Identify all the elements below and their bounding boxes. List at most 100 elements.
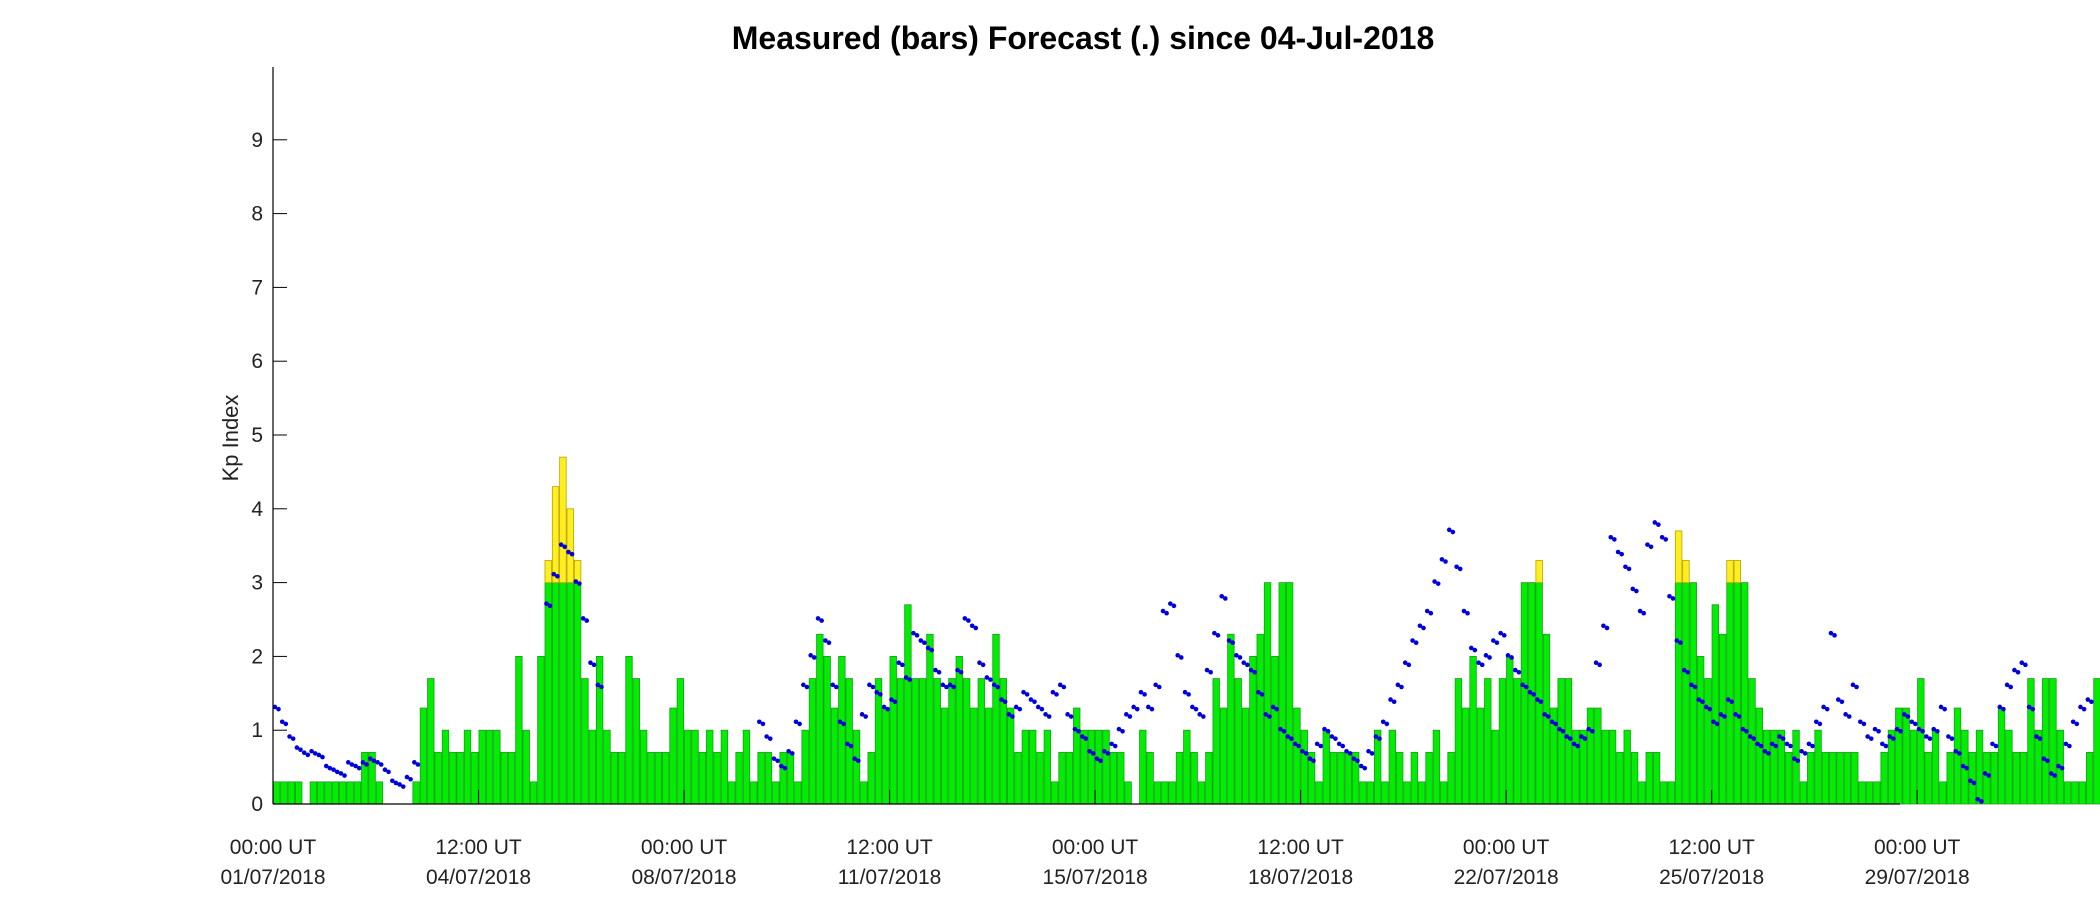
forecast-point — [1711, 719, 1716, 725]
forecast-point — [1160, 608, 1166, 614]
forecast-point — [1278, 726, 1283, 732]
forecast-point — [2056, 763, 2061, 769]
forecast-point — [1388, 697, 1393, 702]
forecast-point — [331, 767, 336, 773]
measured-bar — [1873, 781, 1881, 805]
forecast-point — [1120, 728, 1125, 734]
forecast-point — [1226, 638, 1232, 643]
measured-bar — [1741, 582, 1749, 805]
forecast-point — [1065, 712, 1070, 717]
measured-bar — [816, 633, 824, 805]
forecast-point — [1076, 728, 1081, 734]
forecast-point — [1461, 608, 1467, 614]
forecast-point — [1351, 756, 1357, 761]
measured-bar — [794, 781, 802, 805]
measured-bar — [412, 781, 420, 805]
measured-bar — [2063, 781, 2072, 805]
measured-bar — [617, 751, 626, 805]
measured-bar — [1205, 751, 1213, 805]
forecast-point — [316, 752, 322, 758]
forecast-point — [1061, 684, 1067, 690]
forecast-point — [1050, 689, 1056, 695]
forecast-point — [1241, 660, 1247, 665]
forecast-point — [1325, 728, 1331, 734]
forecast-point — [1736, 714, 1742, 719]
measured-bar — [1139, 729, 1147, 805]
measured-bar-storm — [551, 486, 560, 584]
forecast-point — [914, 633, 920, 638]
measured-bar — [1564, 678, 1573, 805]
forecast-point — [2008, 684, 2014, 690]
forecast-point — [1861, 721, 1867, 727]
measured-bar — [1498, 678, 1507, 805]
measured-bar — [1572, 729, 1580, 805]
forecast-point — [569, 551, 575, 557]
forecast-point — [1784, 741, 1790, 747]
forecast-point — [1637, 608, 1643, 614]
forecast-point — [2001, 706, 2006, 712]
measured-bar — [970, 707, 978, 805]
forecast-point — [1021, 689, 1026, 695]
measured-bar — [1219, 707, 1228, 805]
forecast-point — [294, 745, 300, 750]
measured-bar — [2049, 678, 2057, 805]
measured-bar — [1895, 707, 1903, 805]
forecast-point — [1043, 712, 1048, 717]
forecast-point — [1608, 534, 1614, 540]
forecast-point — [1880, 741, 1885, 747]
y-tick-label: 8 — [251, 203, 263, 226]
forecast-point — [371, 758, 377, 764]
forecast-point — [1590, 728, 1595, 734]
forecast-point — [1931, 726, 1937, 732]
measured-bar — [904, 604, 912, 805]
forecast-point — [1281, 728, 1287, 734]
forecast-point — [1990, 741, 1995, 747]
forecast-point — [1476, 660, 1481, 665]
forecast-point — [1245, 662, 1250, 668]
forecast-point — [1769, 741, 1775, 747]
measured-bar — [830, 707, 839, 805]
forecast-point — [400, 784, 406, 789]
measured-bar — [1374, 729, 1382, 805]
forecast-point — [1230, 640, 1235, 646]
measured-bar — [449, 751, 457, 805]
y-tick-label: 3 — [251, 572, 263, 595]
measured-bar — [808, 678, 817, 805]
forecast-point — [1013, 704, 1019, 710]
forecast-point — [1593, 660, 1599, 665]
measured-bar — [529, 781, 538, 805]
measured-bar — [918, 678, 927, 805]
forecast-point — [885, 706, 890, 712]
measured-bar — [1183, 729, 1191, 805]
measured-bar-storm — [1733, 560, 1742, 584]
forecast-point — [1645, 542, 1650, 547]
forecast-point — [2052, 773, 2058, 778]
measured-bar — [1557, 678, 1565, 805]
x-tick-label: 00:00 UT — [1052, 836, 1139, 859]
forecast-point — [1039, 706, 1045, 712]
measured-bar — [889, 656, 897, 805]
forecast-point — [1689, 682, 1694, 688]
forecast-point — [771, 756, 777, 761]
forecast-point — [779, 763, 784, 769]
forecast-point — [1134, 706, 1140, 712]
forecast-point — [1997, 704, 2003, 710]
measured-bar — [272, 781, 281, 805]
forecast-point — [1667, 593, 1672, 599]
forecast-point — [1002, 699, 1008, 705]
forecast-point — [1237, 655, 1243, 660]
measured-bar — [764, 751, 773, 805]
forecast-point — [562, 544, 568, 550]
measured-bar — [603, 729, 611, 805]
measured-bar — [911, 678, 919, 805]
forecast-point — [1234, 653, 1239, 658]
forecast-point — [1520, 682, 1525, 688]
measured-bar — [1917, 678, 1925, 805]
forecast-point — [1527, 689, 1533, 695]
forecast-point — [1597, 662, 1602, 668]
forecast-point — [1579, 734, 1584, 739]
measured-bar-storm — [544, 560, 552, 584]
forecast-point — [382, 767, 388, 773]
forecast-point — [1292, 741, 1298, 747]
measured-bar — [1124, 781, 1132, 805]
